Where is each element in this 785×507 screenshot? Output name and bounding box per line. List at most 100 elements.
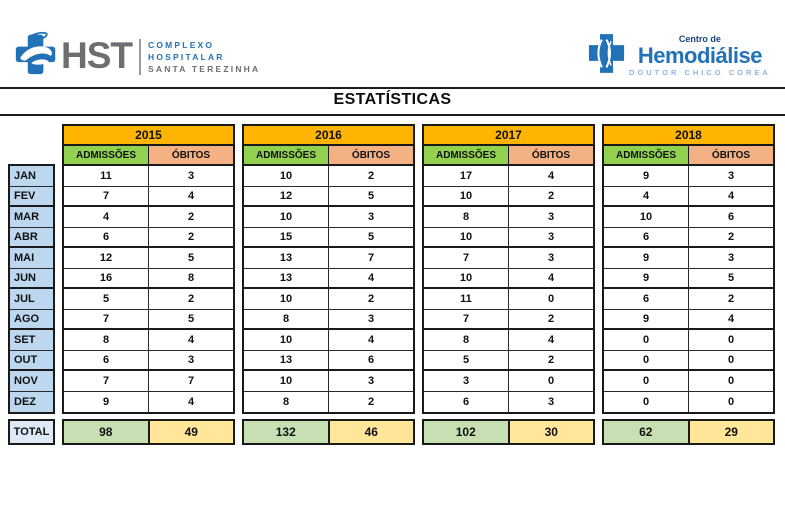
- deaths-cell: 2: [727, 292, 735, 305]
- deaths-cell: 2: [367, 169, 375, 182]
- admissions-cell: 12: [244, 186, 329, 205]
- total-deaths-cell: 49: [149, 421, 233, 443]
- admissions-cell: 10: [604, 207, 689, 227]
- deaths-cell: 2: [187, 230, 195, 243]
- deaths-cell: 3: [547, 210, 555, 223]
- total-deaths-cell: 30: [509, 421, 593, 443]
- deaths-cell: 0: [547, 374, 555, 387]
- deaths-cell: 7: [367, 251, 375, 264]
- admissions-cell: 7: [64, 309, 149, 328]
- total-admissions-cell: 62: [604, 421, 690, 443]
- hst-logo: HST COMPLEXO HOSPITALAR SANTA TEREZINHA: [14, 30, 260, 81]
- deaths-cell: 3: [547, 395, 555, 408]
- month-label: MAI: [10, 248, 53, 269]
- admissions-cell: 0: [604, 350, 689, 369]
- table-row: 10 3: [244, 207, 413, 228]
- table-row: 12 5: [64, 248, 233, 269]
- deaths-cell: 3: [367, 210, 375, 223]
- column-headers: ADMISSÕES ÓBITOS: [424, 146, 593, 166]
- admissions-cell: 13: [244, 248, 329, 268]
- deaths-cell: 7: [187, 374, 195, 387]
- hemo-sub-line: DOUTOR CHICO COREA: [629, 68, 771, 78]
- year-block-2015: 2015 ADMISSÕES ÓBITOS 11 3 7 4 4 2 6 2 12 5 16 8 5 2 7 5 8 4…: [62, 124, 235, 414]
- admissions-cell: 10: [424, 227, 509, 246]
- admissions-cell: 4: [64, 207, 149, 227]
- table-row: 10 2: [244, 166, 413, 187]
- table-row: 10 4: [424, 268, 593, 289]
- deaths-cell: 5: [727, 271, 735, 284]
- table-row: 10 3: [244, 371, 413, 392]
- admissions-cell: 12: [64, 248, 149, 268]
- deaths-cell: 0: [727, 374, 735, 387]
- table-row: 10 2: [424, 186, 593, 207]
- deaths-cell: 3: [547, 251, 555, 264]
- admissions-cell: 8: [244, 309, 329, 328]
- table-row: 10 2: [244, 289, 413, 310]
- admissions-cell: 10: [244, 207, 329, 227]
- table-row: 11 0: [424, 289, 593, 310]
- column-headers: ADMISSÕES ÓBITOS: [64, 146, 233, 166]
- admissions-cell: 6: [424, 391, 509, 412]
- deaths-cell: 0: [547, 292, 555, 305]
- year-header: 2015: [64, 126, 233, 146]
- table-row: 13 6: [244, 350, 413, 371]
- admissions-cell: 9: [604, 166, 689, 186]
- month-label: JUL: [10, 289, 53, 310]
- deaths-cell: 3: [727, 251, 735, 264]
- deaths-cell: 0: [727, 395, 735, 408]
- hst-line1: COMPLEXO: [148, 40, 215, 50]
- deaths-cell: 2: [727, 230, 735, 243]
- deaths-header: ÓBITOS: [329, 146, 413, 164]
- deaths-cell: 3: [187, 353, 195, 366]
- table-row: 10 3: [424, 227, 593, 248]
- admissions-cell: 7: [424, 309, 509, 328]
- page-title: ESTATÍSTICAS: [333, 91, 452, 108]
- deaths-cell: 4: [187, 333, 195, 346]
- admissions-cell: 6: [64, 227, 149, 246]
- deaths-header: ÓBITOS: [149, 146, 233, 164]
- admissions-cell: 9: [604, 248, 689, 268]
- month-label: JAN: [10, 166, 53, 187]
- admissions-cell: 16: [64, 268, 149, 287]
- total-admissions-cell: 132: [244, 421, 330, 443]
- hst-abbreviation: HST: [61, 35, 133, 76]
- deaths-cell: 2: [187, 210, 195, 223]
- total-label: TOTAL: [8, 419, 55, 445]
- admissions-cell: 10: [244, 330, 329, 350]
- total-block-2016: 132 46: [242, 419, 415, 445]
- deaths-cell: 4: [367, 333, 375, 346]
- deaths-cell: 5: [367, 230, 375, 243]
- hst-cross-dove-icon: [14, 30, 58, 81]
- admissions-cell: 8: [424, 207, 509, 227]
- deaths-cell: 4: [547, 333, 555, 346]
- month-column: JAN FEV MAR ABR MAI JUN JUL AGO SET OUT NOV DEZ: [8, 164, 55, 414]
- column-headers: ADMISSÕES ÓBITOS: [244, 146, 413, 166]
- deaths-cell: 2: [367, 292, 375, 305]
- table-row: 10 6: [604, 207, 773, 228]
- deaths-cell: 3: [367, 374, 375, 387]
- admissions-cell: 6: [64, 350, 149, 369]
- admissions-cell: 13: [244, 268, 329, 287]
- deaths-cell: 0: [727, 353, 735, 366]
- hemodialise-cross-icon: [588, 33, 625, 79]
- admissions-cell: 6: [604, 289, 689, 309]
- hemodialise-logo-text: Centro de Hemodiálise DOUTOR CHICO COREA: [629, 34, 771, 78]
